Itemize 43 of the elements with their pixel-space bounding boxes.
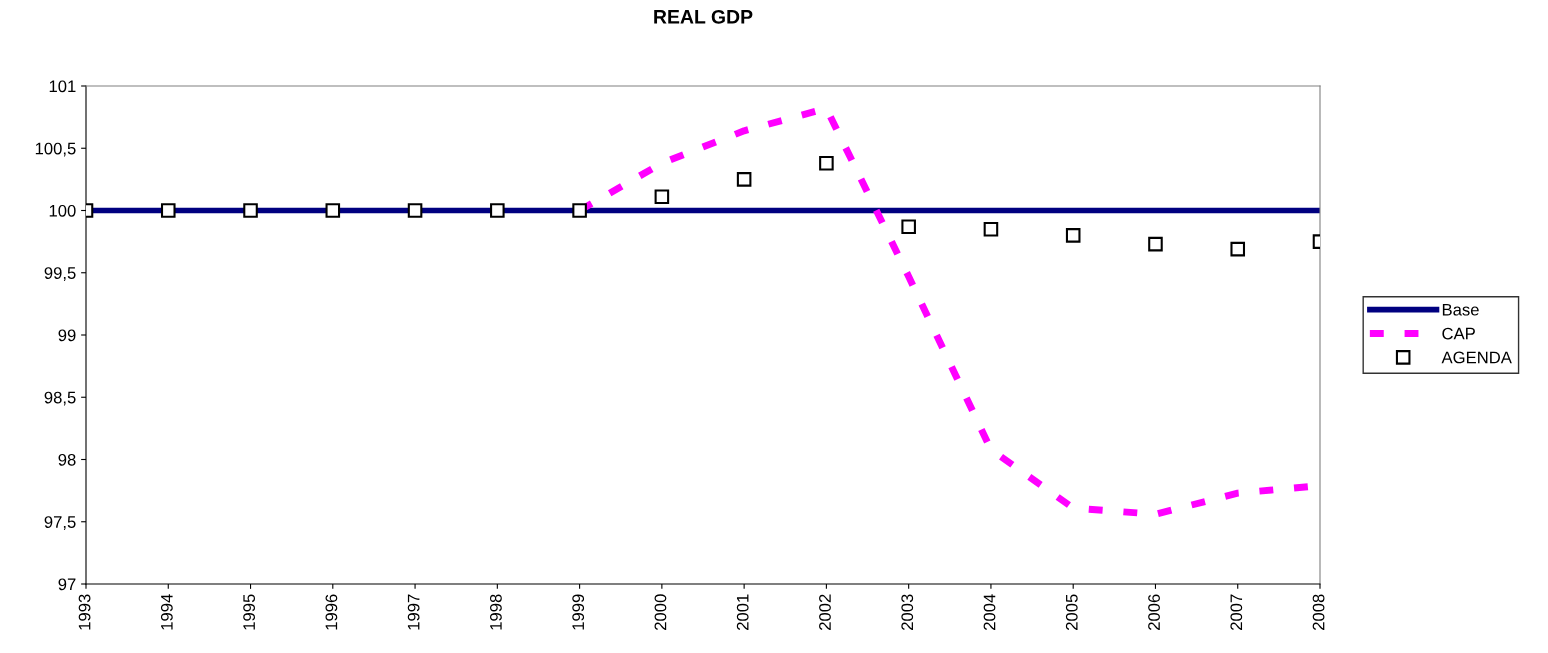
legend-label: Base — [1442, 303, 1479, 316]
y-tick-label: 100,5 — [35, 142, 76, 157]
x-tick-label: 1995 — [243, 594, 256, 630]
x-tick-label: 1998 — [490, 594, 502, 630]
x-tick-label: 1994 — [160, 594, 173, 630]
legend-label: CAP — [1442, 327, 1475, 340]
y-tick-label: 99 — [58, 329, 76, 342]
y-tick-label: 101 — [49, 80, 76, 93]
y-tick-label: 97,5 — [44, 516, 76, 530]
point — [819, 155, 834, 171]
y-tick-label: 99,5 — [44, 267, 76, 281]
y-tick-label: 100 — [49, 204, 76, 217]
point — [1230, 241, 1246, 257]
point — [983, 221, 999, 237]
point — [901, 219, 916, 234]
legend-label: AGENDA — [1441, 351, 1512, 364]
y-tick-label: 97 — [58, 578, 76, 591]
x-tick-label: 2003 — [901, 594, 914, 630]
point — [1065, 228, 1081, 243]
x-tick-label: 2006 — [1148, 594, 1160, 630]
chart-title: REAL GDP — [654, 9, 753, 24]
point — [325, 203, 341, 218]
x-tick-label: 2007 — [1230, 594, 1243, 630]
x-tick-label: 2004 — [983, 594, 996, 630]
x-tick-label: 2008 — [1312, 594, 1325, 630]
x-tick-label: 2002 — [819, 594, 831, 630]
x-tick-label: 2005 — [1065, 594, 1078, 630]
point — [572, 203, 587, 218]
x-tick-label: 2001 — [736, 594, 749, 630]
point — [1148, 236, 1163, 252]
x-tick-label: 1993 — [78, 594, 91, 630]
point — [407, 203, 423, 218]
x-tick-label: 1997 — [407, 594, 420, 630]
point — [654, 189, 670, 205]
x-tick-label: 2000 — [654, 594, 667, 630]
point — [490, 203, 505, 218]
y-tick-label: 98,5 — [44, 391, 76, 406]
y-tick-label: 98 — [58, 453, 76, 466]
x-tick-label: 1996 — [325, 594, 338, 630]
point — [736, 172, 752, 187]
point — [160, 203, 176, 218]
x-tick-label: 1999 — [572, 594, 585, 630]
point — [243, 203, 258, 218]
